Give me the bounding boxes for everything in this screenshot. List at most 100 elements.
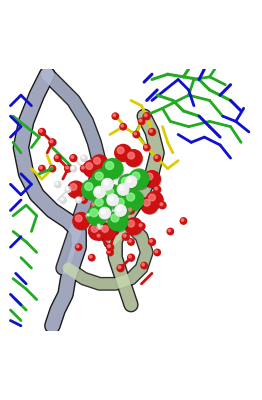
Circle shape bbox=[70, 155, 77, 162]
Circle shape bbox=[88, 207, 108, 227]
Circle shape bbox=[155, 250, 157, 253]
Circle shape bbox=[81, 166, 84, 169]
Circle shape bbox=[128, 152, 134, 159]
Circle shape bbox=[39, 166, 45, 172]
Circle shape bbox=[126, 150, 143, 167]
Circle shape bbox=[155, 187, 157, 190]
Circle shape bbox=[68, 181, 84, 198]
Circle shape bbox=[86, 213, 92, 219]
Circle shape bbox=[129, 240, 131, 242]
Circle shape bbox=[149, 238, 155, 245]
Circle shape bbox=[76, 198, 82, 203]
Circle shape bbox=[92, 203, 95, 206]
Circle shape bbox=[155, 156, 157, 158]
Circle shape bbox=[112, 228, 118, 234]
Circle shape bbox=[154, 155, 160, 161]
Circle shape bbox=[54, 155, 61, 162]
Circle shape bbox=[107, 250, 113, 256]
Circle shape bbox=[125, 191, 145, 211]
Circle shape bbox=[83, 180, 103, 200]
Circle shape bbox=[81, 156, 87, 161]
Circle shape bbox=[97, 224, 103, 229]
Circle shape bbox=[114, 196, 134, 216]
Circle shape bbox=[126, 219, 143, 236]
Circle shape bbox=[127, 193, 135, 201]
Circle shape bbox=[144, 145, 150, 151]
Circle shape bbox=[167, 229, 174, 235]
Circle shape bbox=[94, 186, 105, 198]
Circle shape bbox=[39, 128, 45, 135]
Circle shape bbox=[65, 187, 71, 192]
Circle shape bbox=[102, 179, 114, 191]
Circle shape bbox=[76, 244, 82, 251]
Circle shape bbox=[125, 150, 142, 166]
Circle shape bbox=[168, 229, 171, 232]
Circle shape bbox=[119, 175, 139, 195]
Circle shape bbox=[66, 188, 68, 190]
Circle shape bbox=[111, 214, 119, 222]
Circle shape bbox=[167, 228, 173, 234]
Circle shape bbox=[96, 233, 103, 240]
Circle shape bbox=[60, 198, 66, 203]
Circle shape bbox=[107, 244, 113, 250]
Circle shape bbox=[70, 184, 77, 190]
Circle shape bbox=[118, 184, 129, 196]
Circle shape bbox=[91, 202, 98, 209]
Circle shape bbox=[117, 184, 129, 195]
Circle shape bbox=[95, 172, 103, 180]
Circle shape bbox=[71, 166, 77, 172]
Circle shape bbox=[90, 256, 92, 258]
Circle shape bbox=[103, 185, 123, 205]
Circle shape bbox=[71, 185, 74, 187]
Circle shape bbox=[97, 219, 100, 221]
Circle shape bbox=[75, 215, 82, 222]
Circle shape bbox=[89, 254, 95, 261]
Circle shape bbox=[66, 187, 71, 193]
Circle shape bbox=[74, 214, 90, 230]
Circle shape bbox=[130, 170, 150, 190]
Circle shape bbox=[145, 145, 147, 148]
Circle shape bbox=[49, 166, 56, 172]
Circle shape bbox=[144, 199, 150, 206]
Circle shape bbox=[120, 124, 127, 130]
Circle shape bbox=[77, 245, 79, 248]
Circle shape bbox=[55, 182, 61, 188]
Circle shape bbox=[125, 218, 142, 234]
Circle shape bbox=[101, 191, 108, 198]
Circle shape bbox=[107, 195, 119, 206]
Circle shape bbox=[144, 114, 147, 116]
Circle shape bbox=[129, 208, 131, 211]
Circle shape bbox=[154, 250, 161, 256]
Circle shape bbox=[81, 166, 88, 172]
Circle shape bbox=[49, 139, 56, 146]
Circle shape bbox=[83, 160, 100, 177]
Circle shape bbox=[127, 178, 132, 182]
Circle shape bbox=[107, 249, 113, 256]
Circle shape bbox=[93, 170, 113, 190]
Circle shape bbox=[102, 192, 105, 195]
Circle shape bbox=[100, 224, 117, 241]
Circle shape bbox=[128, 239, 134, 245]
Circle shape bbox=[117, 206, 121, 211]
Circle shape bbox=[106, 188, 114, 196]
Circle shape bbox=[113, 114, 116, 116]
Circle shape bbox=[139, 118, 145, 125]
Circle shape bbox=[92, 195, 112, 215]
Circle shape bbox=[142, 198, 159, 214]
Circle shape bbox=[86, 163, 92, 169]
Circle shape bbox=[112, 113, 118, 119]
Circle shape bbox=[102, 192, 108, 198]
Circle shape bbox=[85, 182, 93, 190]
Circle shape bbox=[121, 124, 123, 127]
Circle shape bbox=[97, 234, 100, 237]
Circle shape bbox=[93, 196, 113, 216]
Circle shape bbox=[99, 207, 111, 219]
Circle shape bbox=[73, 212, 90, 229]
Circle shape bbox=[147, 192, 164, 209]
Circle shape bbox=[100, 208, 111, 220]
Circle shape bbox=[129, 255, 131, 258]
Circle shape bbox=[118, 174, 138, 194]
Circle shape bbox=[107, 244, 114, 251]
Circle shape bbox=[106, 162, 114, 170]
Circle shape bbox=[55, 181, 61, 187]
